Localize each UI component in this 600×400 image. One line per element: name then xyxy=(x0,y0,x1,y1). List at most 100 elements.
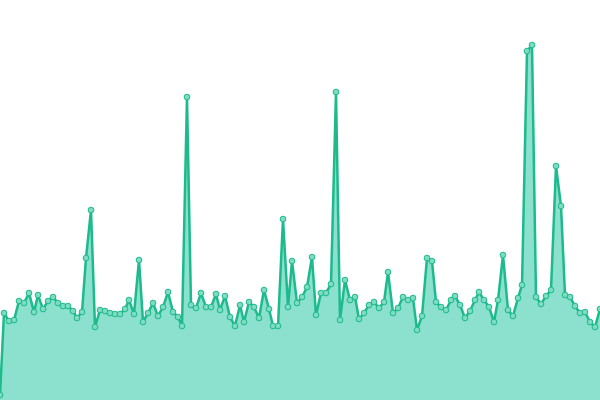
point xyxy=(69,307,77,315)
point xyxy=(34,291,42,299)
point xyxy=(125,296,133,304)
point xyxy=(523,47,531,55)
point xyxy=(394,304,402,312)
point xyxy=(375,304,383,312)
point xyxy=(591,323,599,331)
point xyxy=(432,298,440,306)
point xyxy=(265,305,273,313)
point xyxy=(298,293,306,301)
point xyxy=(121,305,129,313)
point xyxy=(413,326,421,334)
point xyxy=(212,290,220,298)
point xyxy=(370,298,378,306)
point xyxy=(164,288,172,296)
point xyxy=(596,305,600,313)
point xyxy=(260,286,268,294)
point xyxy=(284,303,292,311)
point xyxy=(236,301,244,309)
point xyxy=(327,280,335,288)
point xyxy=(336,316,344,324)
point xyxy=(423,254,431,262)
point xyxy=(64,302,72,310)
point xyxy=(490,318,498,326)
point xyxy=(187,301,195,309)
point xyxy=(78,308,86,316)
point xyxy=(116,310,124,318)
point xyxy=(197,289,205,297)
point xyxy=(581,308,589,316)
point xyxy=(341,276,349,284)
point xyxy=(174,313,182,321)
point xyxy=(537,300,545,308)
point xyxy=(322,289,330,297)
point xyxy=(207,303,215,311)
point xyxy=(91,323,99,331)
point xyxy=(509,312,517,320)
point xyxy=(274,322,282,330)
point xyxy=(240,318,248,326)
point xyxy=(586,318,594,326)
point xyxy=(139,318,147,326)
point xyxy=(312,311,320,319)
point xyxy=(360,309,368,317)
point xyxy=(499,251,507,259)
point xyxy=(399,293,407,301)
point xyxy=(466,307,474,315)
point xyxy=(456,301,464,309)
point xyxy=(471,296,479,304)
point xyxy=(428,257,436,265)
point xyxy=(54,299,62,307)
point xyxy=(409,294,417,302)
point xyxy=(552,162,560,170)
point xyxy=(566,293,574,301)
point xyxy=(245,298,253,306)
point xyxy=(480,296,488,304)
point xyxy=(159,303,167,311)
point xyxy=(389,309,397,317)
point xyxy=(518,281,526,289)
point xyxy=(380,298,388,306)
point xyxy=(346,296,354,304)
point xyxy=(82,254,90,262)
point xyxy=(87,206,95,214)
point xyxy=(461,314,469,322)
point xyxy=(279,215,287,223)
point xyxy=(303,283,311,291)
point xyxy=(557,202,565,210)
point xyxy=(73,314,81,322)
point xyxy=(288,257,296,265)
point xyxy=(542,292,550,300)
point xyxy=(451,292,459,300)
point xyxy=(475,288,483,296)
point xyxy=(226,313,234,321)
point xyxy=(418,312,426,320)
point xyxy=(308,253,316,261)
point xyxy=(332,88,340,96)
point xyxy=(231,322,239,330)
point xyxy=(10,316,18,324)
point xyxy=(183,93,191,101)
point xyxy=(528,41,536,49)
point xyxy=(169,308,177,316)
point xyxy=(442,306,450,314)
point xyxy=(494,296,502,304)
point xyxy=(30,308,38,316)
point xyxy=(293,299,301,307)
point xyxy=(221,292,229,300)
point xyxy=(351,293,359,301)
point xyxy=(0,309,8,317)
point xyxy=(514,294,522,302)
point xyxy=(44,297,52,305)
point xyxy=(571,302,579,310)
point xyxy=(144,309,152,317)
point xyxy=(355,315,363,323)
point xyxy=(25,289,33,297)
point xyxy=(135,256,143,264)
point xyxy=(49,293,57,301)
point xyxy=(149,299,157,307)
point xyxy=(447,296,455,304)
point xyxy=(504,306,512,314)
point xyxy=(384,268,392,276)
